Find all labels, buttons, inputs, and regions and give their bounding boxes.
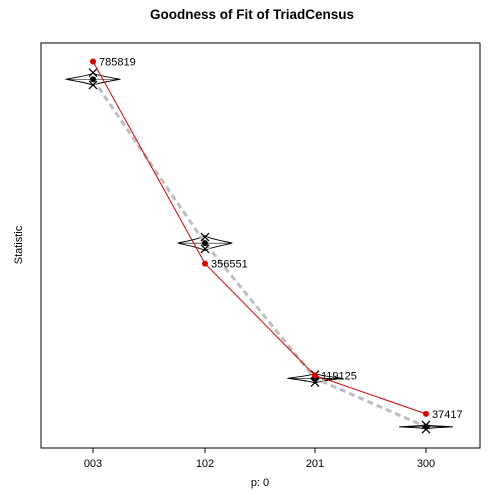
simulated-mean-line	[91, 78, 427, 429]
simulated-mean-point-102	[202, 240, 208, 247]
observed-label-102: 356551	[211, 259, 248, 271]
observed-label-003: 785819	[99, 56, 136, 68]
simulated-mean-point-003	[90, 76, 96, 83]
y-axis-label: Statistic	[13, 225, 25, 264]
observed-point-300	[423, 410, 429, 417]
observed-point-201	[312, 372, 318, 379]
x-tick-label-102: 102	[196, 458, 214, 470]
observed-point-003	[90, 58, 96, 65]
observed-point-102	[202, 260, 208, 267]
x-axis-label: p: 0	[251, 477, 269, 489]
quartile-marker-300-lower	[421, 424, 431, 434]
x-tick-label-201: 201	[306, 458, 324, 470]
chart-title: Goodness of Fit of TriadCensus	[150, 7, 354, 22]
x-tick-label-300: 300	[417, 458, 435, 470]
observed-label-201: 119125	[321, 370, 357, 382]
x-tick-label-003: 003	[84, 458, 102, 470]
violin-102	[176, 235, 234, 252]
quartile-marker-003-upper	[88, 68, 98, 78]
plot-frame	[40, 42, 481, 449]
quartile-marker-201-lower	[310, 378, 320, 387]
observed-line	[92, 61, 427, 415]
quartile-marker-102-lower	[200, 244, 210, 254]
quartile-marker-102-upper	[200, 232, 210, 242]
quartile-marker-300-upper	[421, 420, 431, 430]
observed-label-300: 37417	[432, 409, 463, 421]
quartile-marker-003-lower	[88, 80, 98, 90]
